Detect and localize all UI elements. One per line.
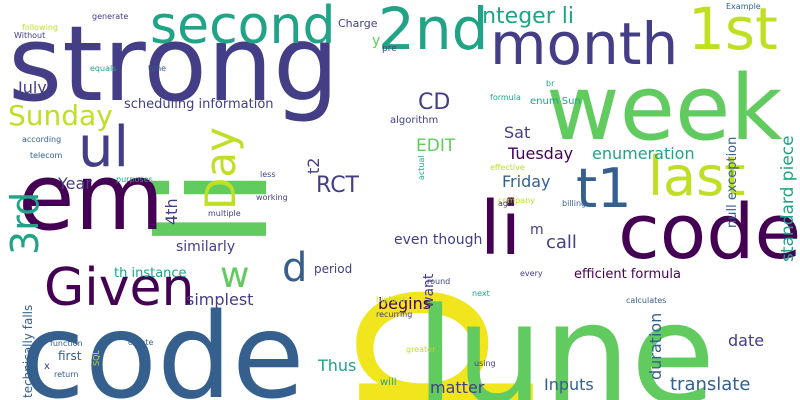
word-thus: Thus [318,356,357,375]
word-d: d [282,245,308,291]
word-w: w [220,255,250,296]
word-equals: equals [90,64,117,73]
word-function: function [50,339,83,348]
word-pre: pre [382,44,397,54]
word-br: br [546,79,555,88]
word-matter: matter [430,378,485,397]
word-rct: RCT [316,173,359,198]
word-friday: Friday [502,172,551,191]
word-enum-sun: enum Sun [530,96,581,107]
word-call: call [546,232,577,253]
word-effective: effective [490,163,525,172]
word-enumeration: enumeration [592,144,695,163]
word-x: x [44,361,50,372]
word-simplest: simplest [186,290,254,309]
word-round: round [427,277,451,286]
word-duration: duration [646,312,665,380]
word-using: using [474,359,496,368]
word-th-instance: th instance [114,266,187,281]
word-em: em [18,144,165,251]
word-1st: 1st [688,0,778,63]
word-date: date [728,331,765,350]
word-algorithm: algorithm [390,115,439,126]
word-li: li [480,186,522,272]
word-integer-li: integer li [476,4,574,29]
word-given: Given [44,258,195,318]
word-will: will [380,377,397,388]
word-charge: Charge [338,17,378,30]
word-example: Example [726,2,761,11]
word-code: code [20,287,305,400]
word-second: second [150,0,336,56]
word-t1: t1 [576,157,632,220]
word-sql: SQL [92,350,101,366]
word-technically-falls: technically falls [21,304,35,398]
word-formula: formula [490,93,521,102]
word-year: Year [58,174,92,193]
word-period: period [314,262,353,276]
word-sunday: Sunday [8,99,113,132]
word-recurring: recurring [376,310,413,319]
word-without: Without [14,31,46,40]
word-month: month [490,10,679,78]
word-ul: ul [78,115,130,180]
word-inputs: Inputs [544,375,594,394]
word-company: company [498,196,535,205]
word-similarly: similarly [176,239,236,255]
word-m: m [530,222,544,238]
word-even-though: even though [394,232,483,248]
word-day: Day [196,127,245,210]
word-actual: actual [417,155,426,180]
word-scheduling-information: scheduling information [124,97,274,112]
word-t2: t2 [304,157,323,174]
word-next: next [472,289,490,298]
word-create: create [128,338,154,347]
word-purposes: purposes [116,175,153,184]
word-telecom: telecom [30,151,63,160]
word-greater: greater [406,345,436,354]
word-according: according [22,135,62,144]
word-highest: highest [376,295,406,304]
word-null-exception: null exception [725,136,740,228]
word-strong: strong [8,3,339,125]
word-cd: CD [418,90,451,115]
word-4th: 4th [162,198,181,225]
word-time: time [148,64,167,73]
word-ago: ago [498,199,513,208]
word-week: week [546,56,783,161]
word-y: y [372,33,381,49]
word-sat: Sat [504,123,531,142]
word-standard-piece: standard piece [778,135,798,262]
word-tuesday: Tuesday [508,144,574,163]
word-begins: begins [378,294,432,313]
word-calculates: calculates [626,296,667,305]
word-billing: billing [562,199,587,208]
word-efficient-formula: efficient formula [574,267,681,282]
word-less: less [260,170,276,179]
word-every: every [520,269,543,278]
word-generate: generate [92,12,129,21]
word-3rd: 3rd [3,191,47,255]
word-edit: EDIT [416,136,456,156]
word-july: July [18,78,47,97]
word-working: working [256,193,288,202]
word-translate: translate [670,374,751,395]
word-first: first [58,349,82,363]
word-return: return [54,370,79,379]
word-2nd: 2nd [378,0,489,63]
word-last: last [648,145,746,208]
word-following: following [22,23,58,32]
word-code: code [618,187,800,276]
word-multiple: multiple [208,209,241,218]
word-june: June [415,274,716,400]
